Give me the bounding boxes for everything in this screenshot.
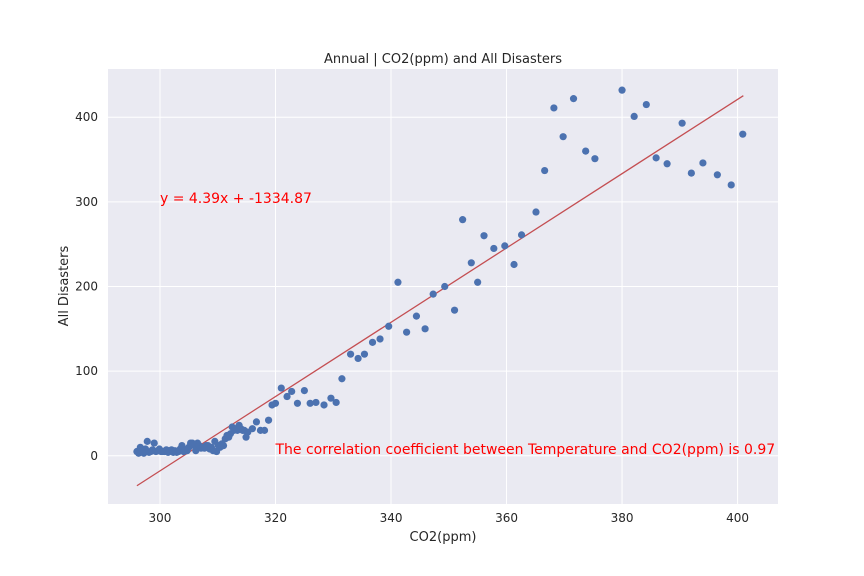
x-tick-label: 400 (726, 511, 749, 525)
y-axis-title: All Disasters (57, 245, 72, 326)
scatter-point (332, 398, 340, 407)
y-tick-label: 300 (75, 195, 98, 209)
scatter-point (412, 312, 421, 320)
scatter-point (727, 181, 735, 189)
scatter-point (591, 155, 599, 163)
fit-line-layer (136, 95, 744, 487)
scatter-point (541, 166, 549, 175)
scatter-point (385, 322, 393, 330)
scatter-point (403, 328, 411, 336)
tick-labels: 300 320 340 360 380 400 0 100 200 300 400 (75, 110, 749, 525)
scatter-point (713, 171, 721, 179)
correlation-annotation: The correlation coefficient between Temp… (275, 442, 776, 458)
scatter-point (248, 425, 256, 433)
scatter-point (550, 104, 558, 112)
scatter-point (441, 282, 449, 291)
x-tick-label: 300 (149, 511, 172, 525)
scatter-point (480, 232, 488, 240)
scatter-point (532, 208, 540, 216)
scatter-point (346, 350, 355, 358)
scatter-point (300, 386, 308, 395)
y-tick-label: 400 (75, 110, 98, 124)
scatter-point (150, 439, 158, 447)
scatter-point (510, 260, 518, 269)
scatter-point (618, 86, 626, 94)
scatter-point (459, 216, 467, 224)
scatter-point (421, 325, 429, 333)
x-tick-label: 360 (495, 511, 518, 525)
scatter-point (338, 375, 346, 383)
scatter-point (376, 335, 384, 343)
scatter-point (368, 338, 377, 346)
data-points (133, 86, 747, 457)
x-tick-label: 320 (264, 511, 287, 525)
scatter-point (252, 418, 261, 426)
scatter-point (569, 95, 578, 103)
scatter-point (288, 387, 296, 396)
scatter-point (320, 401, 328, 409)
y-tick-label: 200 (75, 280, 98, 294)
y-tick-label: 100 (75, 364, 98, 378)
scatter-point (678, 119, 686, 127)
x-tick-label: 340 (380, 511, 403, 525)
scatter-point (699, 159, 707, 167)
chart-title: Annual | CO2(ppm) and All Disasters (324, 52, 562, 67)
scatter-point (354, 354, 362, 363)
scatter-point (739, 130, 747, 138)
scatter-point (652, 154, 660, 162)
scatter-point (450, 306, 459, 314)
scatter-point (219, 442, 228, 450)
scatter-point (271, 399, 280, 407)
scatter-point (517, 231, 526, 239)
x-axis-title: CO2(ppm) (410, 530, 477, 545)
scatter-point (429, 290, 437, 298)
scatter-point (467, 259, 475, 267)
scatter-point (264, 416, 273, 424)
scatter-point (283, 392, 291, 401)
scatter-point (663, 160, 671, 168)
scatter-point (490, 244, 498, 253)
scatter-point (293, 399, 302, 407)
scatter-point (306, 399, 314, 407)
scatter-point (143, 437, 151, 445)
scatter-point (260, 426, 269, 434)
grid (108, 69, 778, 504)
scatter-point (582, 147, 590, 155)
scatter-point (327, 394, 335, 402)
scatter-point (687, 169, 695, 177)
scatter-point (559, 133, 567, 141)
regression-line (136, 95, 744, 487)
scatter-point (394, 278, 402, 286)
scatter-point (630, 112, 638, 120)
scatter-point (474, 278, 482, 286)
y-tick-label: 0 (90, 449, 98, 463)
scatter-point (360, 350, 369, 358)
regression-equation-annotation: y = 4.39x + -1334.87 (160, 191, 312, 207)
scatter-point (501, 242, 509, 250)
scatter-point (642, 100, 650, 109)
x-tick-label: 380 (611, 511, 634, 525)
scatter-point (312, 398, 320, 407)
scatter-point (277, 384, 285, 392)
